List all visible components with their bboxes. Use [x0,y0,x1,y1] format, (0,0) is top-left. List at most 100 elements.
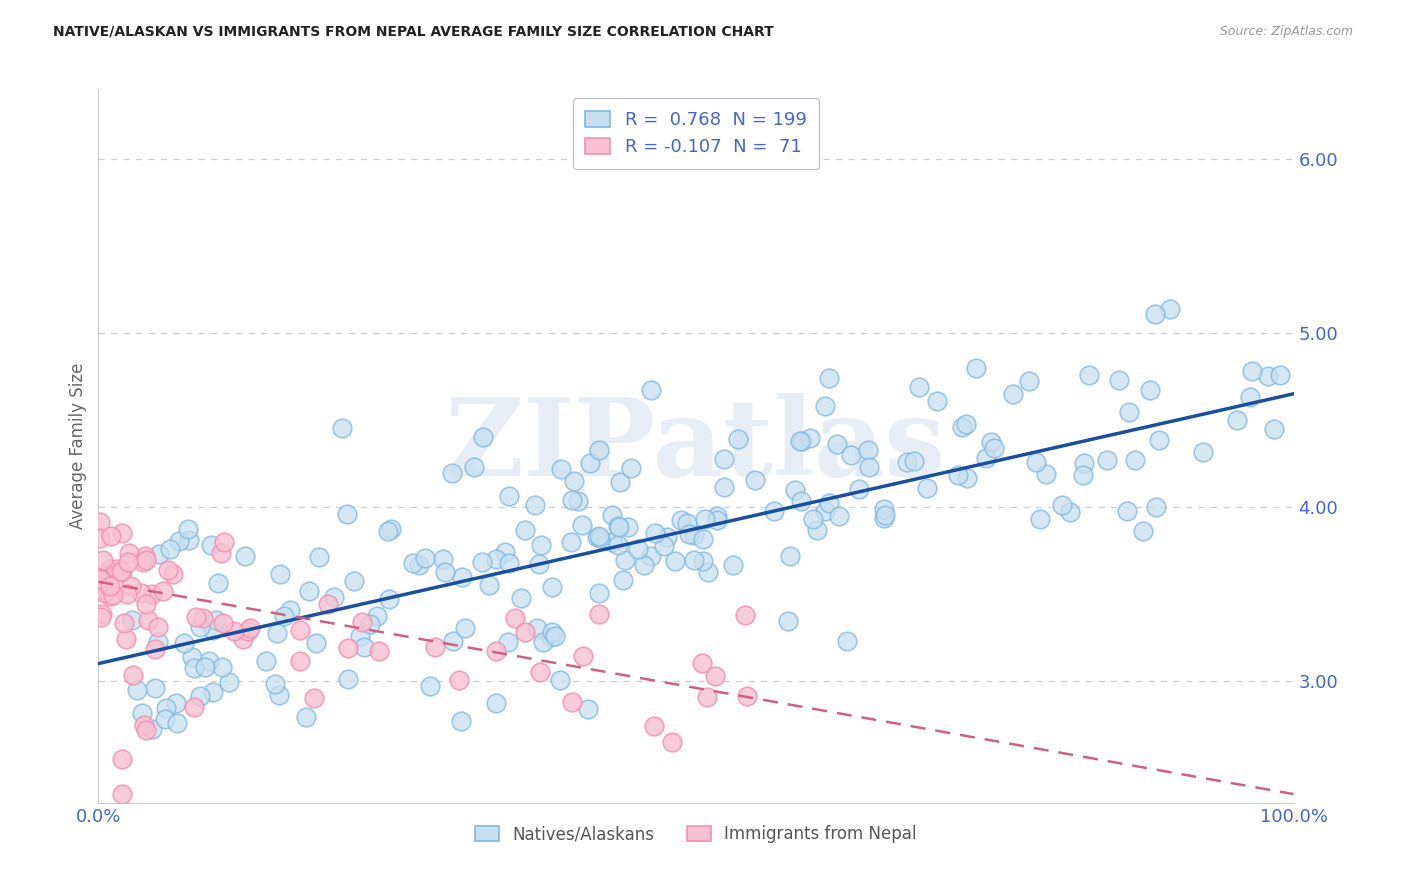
Point [236,624,259,638]
Point [974,450,997,465]
Point [588,529,610,543]
Point [278,603,301,617]
Point [723,558,745,572]
Point [121,613,143,627]
Point [368,643,391,657]
Point [713,451,735,466]
Point [655,530,678,544]
Point [110,564,132,578]
Point [873,511,896,525]
Point [682,527,704,541]
Point [1147,433,1170,447]
Point [441,467,464,481]
Point [90,609,112,624]
Point [148,620,170,634]
Point [676,516,699,530]
Point [606,538,628,552]
Point [703,669,725,683]
Point [550,462,572,476]
Point [232,632,254,646]
Point [159,541,181,556]
Point [402,556,425,570]
Point [609,475,631,489]
Point [218,674,240,689]
Point [308,550,330,565]
Point [352,615,374,630]
Point [98,562,121,576]
Point [125,683,148,698]
Point [652,539,675,553]
Point [484,644,506,658]
Point [1144,500,1167,515]
Point [330,420,353,434]
Point [540,580,562,594]
Point [141,587,163,601]
Point [620,460,643,475]
Point [735,690,758,704]
Point [89,582,111,596]
Point [956,471,979,485]
Point [290,623,312,637]
Point [644,526,666,541]
Point [562,474,585,488]
Point [1116,504,1139,518]
Point [706,513,728,527]
Point [613,552,636,566]
Point [89,515,111,529]
Point [111,787,134,801]
Point [94,586,117,600]
Point [814,504,837,518]
Point [380,522,402,536]
Point [89,571,111,585]
Point [288,654,311,668]
Point [1139,383,1161,397]
Point [214,535,236,549]
Point [801,512,824,526]
Point [576,702,599,716]
Point [586,530,609,544]
Point [633,558,655,572]
Point [515,524,537,538]
Point [233,549,256,563]
Point [134,549,156,563]
Point [194,659,217,673]
Point [153,712,176,726]
Point [696,690,718,705]
Point [91,552,114,566]
Point [875,508,897,522]
Point [432,552,454,566]
Point [818,370,841,384]
Point [337,672,360,686]
Point [572,648,595,663]
Point [588,607,610,621]
Point [177,533,200,547]
Point [763,504,786,518]
Point [224,624,246,639]
Point [269,567,291,582]
Point [298,584,321,599]
Point [112,615,135,630]
Point [419,679,441,693]
Point [211,659,233,673]
Point [450,714,472,729]
Point [485,696,508,710]
Point [640,383,662,397]
Point [567,494,589,508]
Point [207,576,229,591]
Point [89,572,111,586]
Point [485,551,508,566]
Point [143,681,166,696]
Point [336,507,359,521]
Point [471,555,494,569]
Point [198,654,221,668]
Point [529,665,551,680]
Point [544,629,567,643]
Point [908,380,931,394]
Point [343,574,366,588]
Point [1077,368,1099,383]
Point [530,539,553,553]
Point [117,554,139,568]
Y-axis label: Average Family Size: Average Family Size [69,363,87,529]
Point [267,688,290,702]
Point [588,442,610,457]
